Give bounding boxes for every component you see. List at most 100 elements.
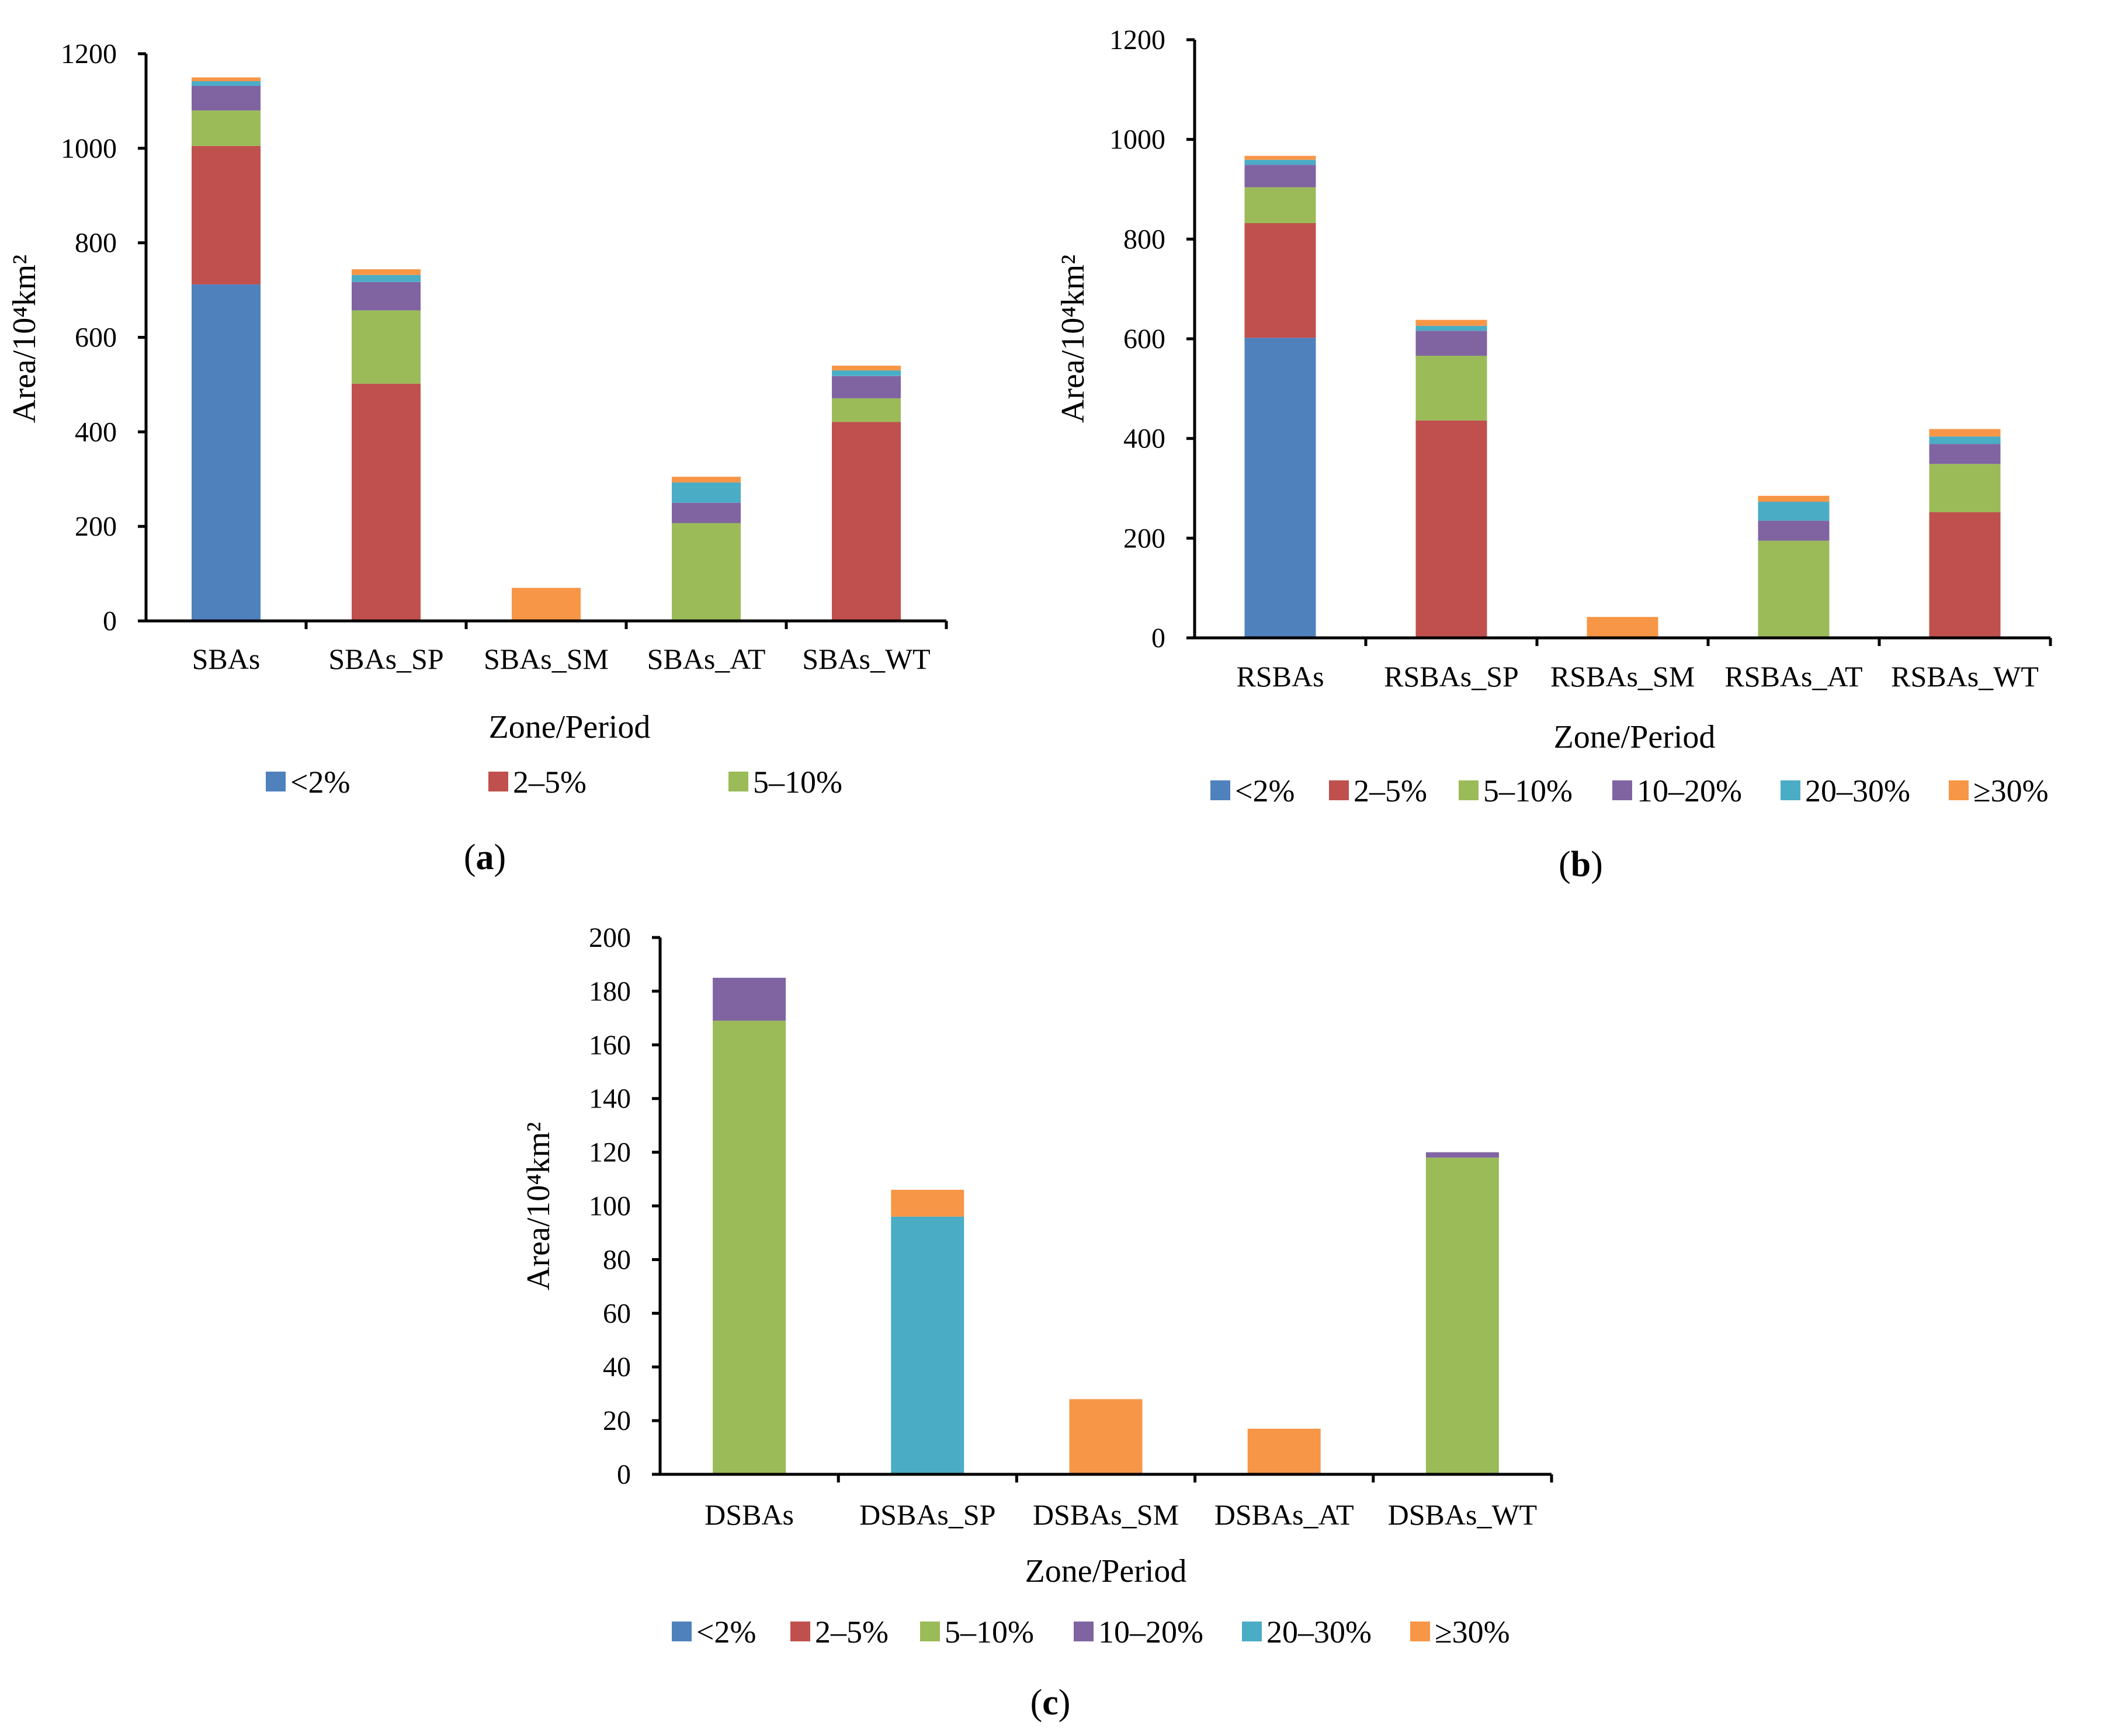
legend-item: 5–10% <box>728 765 842 800</box>
x-tick-label: RSBAs_SM <box>1550 660 1695 693</box>
x-tick-label: RSBAs_WT <box>1891 660 2039 693</box>
bar-a-sbas_at-series-5 <box>672 477 741 482</box>
legend-swatch <box>920 1622 940 1641</box>
legend-label: 10–20% <box>1637 773 1742 808</box>
x-tick-label: RSBAs_AT <box>1724 660 1862 693</box>
bar-a-sbas-series-0 <box>192 284 261 621</box>
legend-label: 10–20% <box>1098 1615 1203 1650</box>
legend-label: 5–10% <box>1483 773 1573 808</box>
bar-b-rsbas-series-2 <box>1244 187 1316 223</box>
y-tick-label: 0 <box>617 1459 631 1490</box>
bar-a-sbas_sm-series-5 <box>512 588 581 621</box>
bar-a-sbas-series-1 <box>192 145 261 284</box>
y-tick-label: 120 <box>589 1137 631 1168</box>
bar-a-sbas-series-4 <box>192 81 261 86</box>
bar-b-rsbas_at-series-3 <box>1758 520 1830 541</box>
legend-label: <2% <box>1235 773 1295 808</box>
legend-label: ≥30% <box>1435 1615 1510 1650</box>
x-axis-title: Zone/Period <box>489 709 651 745</box>
bar-b-rsbas-series-0 <box>1244 338 1316 638</box>
x-tick-label: SBAs_WT <box>802 643 930 675</box>
x-axis-title: Zone/Period <box>1554 719 1716 755</box>
y-axis-title: Area/10⁴km² <box>6 255 43 423</box>
bar-a-sbas_sp-series-4 <box>352 275 421 282</box>
bar-a-sbas-series-2 <box>192 110 261 146</box>
y-tick-label: 400 <box>1123 423 1165 454</box>
x-tick-label: DSBAs_SM <box>1033 1498 1179 1531</box>
y-tick-label: 200 <box>75 511 117 542</box>
legend-swatch <box>672 1622 692 1641</box>
legend-item: ≥30% <box>1410 1615 1510 1650</box>
panel-label: (b) <box>1559 845 1603 884</box>
legend-swatch <box>266 772 286 791</box>
bar-b-rsbas_at-series-4 <box>1758 502 1830 521</box>
bar-b-rsbas-series-5 <box>1244 155 1316 160</box>
legend-label: <2% <box>696 1615 756 1650</box>
legend-label: 2–5% <box>1354 773 1427 808</box>
legend-item: 10–20% <box>1074 1615 1203 1650</box>
y-tick-label: 0 <box>1151 623 1165 654</box>
bar-c-dsbas_sm-series-5 <box>1069 1399 1143 1474</box>
y-tick-label: 180 <box>589 976 631 1007</box>
x-tick-label: SBAs_SP <box>328 643 443 675</box>
legend-swatch <box>728 772 748 791</box>
legend-item: 10–20% <box>1612 773 1742 808</box>
legend-item: 20–30% <box>1781 773 1910 808</box>
x-tick-label: RSBAs_SP <box>1384 660 1519 693</box>
y-tick-label: 140 <box>589 1084 631 1114</box>
bar-a-sbas_wt-series-2 <box>832 398 901 422</box>
legend-item: ≥30% <box>1949 773 2049 808</box>
y-tick-label: 600 <box>1123 324 1165 355</box>
y-tick-label: 60 <box>603 1298 631 1329</box>
legend-swatch <box>790 1622 810 1641</box>
y-tick-label: 800 <box>1123 224 1165 255</box>
bar-c-dsbas_wt-series-3 <box>1425 1152 1499 1158</box>
legend-label: 2–5% <box>815 1615 889 1650</box>
bar-b-rsbas_sp-series-3 <box>1415 331 1487 356</box>
legend-label: 5–10% <box>753 765 842 800</box>
bar-a-sbas_at-series-3 <box>672 502 741 523</box>
legend-item: 5–10% <box>920 1615 1034 1650</box>
bar-b-rsbas_wt-series-4 <box>1929 436 2001 445</box>
legend-label: 20–30% <box>1805 773 1910 808</box>
y-tick-label: 1000 <box>61 133 117 164</box>
x-tick-label: DSBAs_SP <box>859 1498 995 1531</box>
bar-b-rsbas_sp-series-5 <box>1415 320 1487 326</box>
legend-swatch <box>1074 1622 1094 1641</box>
legend-label: 2–5% <box>513 765 587 800</box>
legend-swatch <box>1781 780 1800 800</box>
bar-a-sbas-series-3 <box>192 86 261 111</box>
bar-a-sbas_wt-series-3 <box>832 376 901 398</box>
chart-panel-b: RSBAs RSBAs_SP RSBAs_SM RSBAs_AT RSBAs_WT 0 20… <box>1055 25 2052 884</box>
x-tick-label: DSBAs_AT <box>1214 1498 1354 1531</box>
legend-item: <2% <box>266 765 350 800</box>
y-tick-label: 1000 <box>1109 124 1165 155</box>
legend-swatch <box>1410 1622 1430 1641</box>
bar-a-sbas_wt-series-5 <box>832 366 901 371</box>
bar-a-sbas_at-series-2 <box>672 523 741 621</box>
legend-swatch <box>488 772 508 791</box>
y-axis-title: Area/10⁴km² <box>1055 255 1091 423</box>
y-tick-label: 160 <box>589 1030 631 1061</box>
y-tick-label: 400 <box>75 416 117 447</box>
bar-c-dsbas_sp-series-4 <box>891 1216 964 1474</box>
legend-swatch <box>1949 780 1969 800</box>
y-tick-label: 20 <box>603 1405 631 1436</box>
y-tick-label: 40 <box>603 1352 631 1383</box>
legend-item: 5–10% <box>1459 773 1573 808</box>
bar-b-rsbas_at-series-5 <box>1758 495 1830 502</box>
x-axis-title: Zone/Period <box>1025 1553 1187 1589</box>
legend-swatch <box>1210 780 1230 800</box>
legend-label: 5–10% <box>945 1615 1034 1650</box>
bar-c-dsbas-series-3 <box>713 977 786 1021</box>
bar-c-dsbas-series-2 <box>713 1020 786 1474</box>
bar-b-rsbas_wt-series-1 <box>1929 512 2001 638</box>
bar-b-rsbas_sm-series-5 <box>1587 617 1658 638</box>
bar-a-sbas_sp-series-1 <box>352 383 421 621</box>
legend-label: ≥30% <box>1973 773 2049 808</box>
legend-swatch <box>1242 1622 1262 1641</box>
bar-a-sbas_sp-series-3 <box>352 282 421 311</box>
legend-item: <2% <box>1210 773 1295 808</box>
